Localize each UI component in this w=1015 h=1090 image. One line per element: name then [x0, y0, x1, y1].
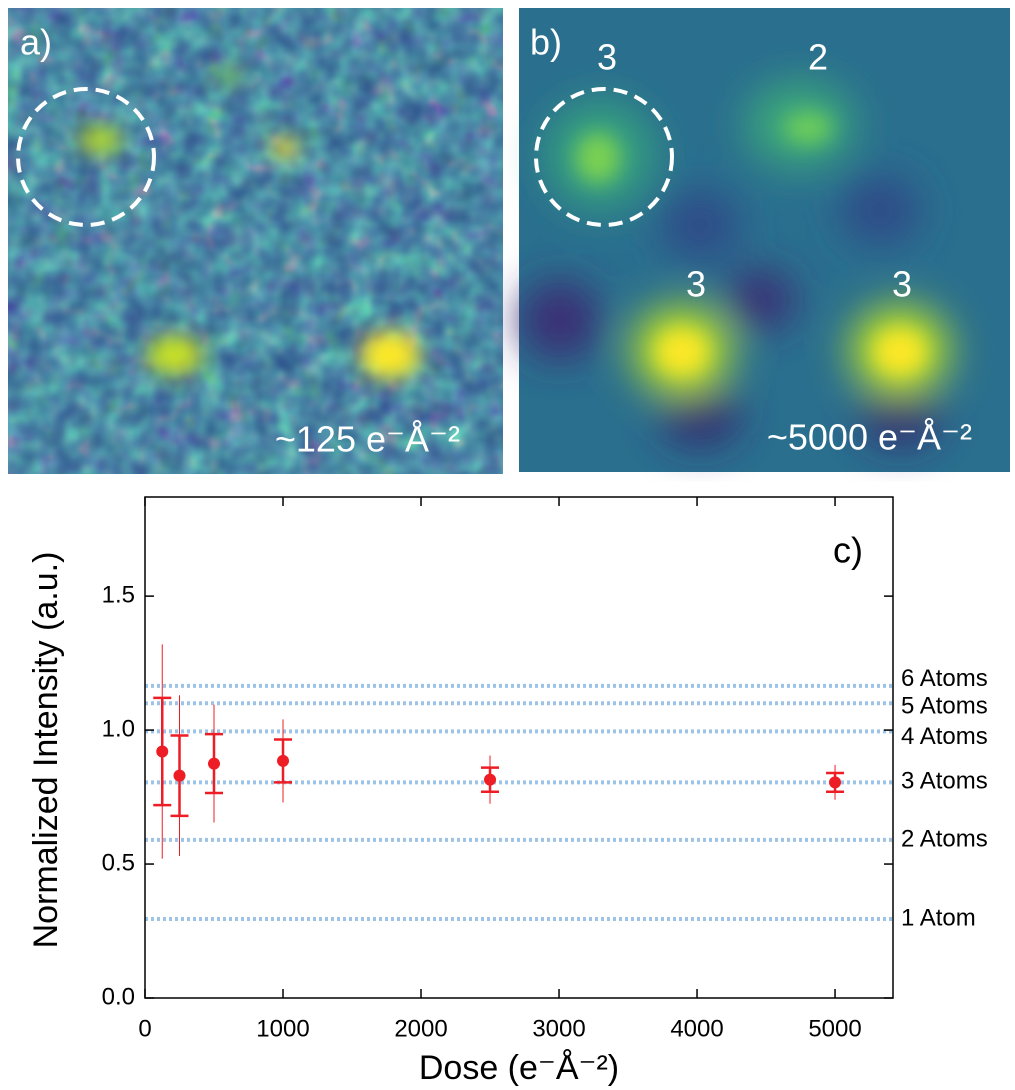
reference-label: 6 Atoms: [901, 665, 988, 692]
data-point: [277, 754, 290, 767]
image-b: [519, 8, 1010, 472]
data-point: [173, 769, 186, 782]
data-point: [208, 757, 221, 770]
plot: c) Dose (e⁻Å⁻²) Normalized Intensity (a.…: [27, 496, 988, 1087]
panel-a: a) ~125 e⁻Å⁻²: [8, 8, 503, 474]
reference-label: 5 Atoms: [901, 693, 988, 720]
atom-count: 3: [686, 264, 706, 305]
x-tick-label: 1000: [256, 1015, 309, 1042]
x-tick-label: 0: [138, 1015, 151, 1042]
x-tick-label: 4000: [670, 1015, 723, 1042]
x-tick-label: 3000: [532, 1015, 585, 1042]
dose-label: ~5000 e⁻Å⁻²: [767, 417, 972, 458]
image-b-blobs: [520, 80, 950, 445]
atom-count: 2: [808, 37, 828, 78]
reference-label: 4 Atoms: [901, 723, 988, 750]
y-axis-title: Normalized Intensity (a.u.): [27, 552, 65, 949]
reference-label: 1 Atom: [901, 904, 976, 931]
y-tick-label: 0.5: [102, 849, 135, 876]
dashed-circle: [16, 87, 156, 227]
plot-frame: [144, 496, 894, 999]
x-axis-title: Dose (e⁻Å⁻²): [419, 1049, 619, 1087]
panel-label: a): [20, 22, 52, 63]
reference-label: 3 Atoms: [901, 768, 988, 795]
y-tick-label: 0.0: [102, 983, 135, 1010]
data-point: [484, 773, 497, 786]
dashed-circle: [534, 87, 674, 227]
image-b-peaks: [576, 112, 925, 374]
reference-label: 2 Atoms: [901, 825, 988, 852]
panel-label: b): [530, 22, 562, 63]
panel-label: c): [833, 530, 863, 571]
x-tick-label: 5000: [808, 1015, 861, 1042]
atom-count: 3: [597, 37, 617, 78]
image-a-texture: [8, 8, 503, 474]
data-point: [829, 776, 842, 789]
y-tick-label: 1.5: [102, 581, 135, 608]
bright-spots: [78, 65, 420, 379]
dose-label: ~125 e⁻Å⁻²: [275, 419, 460, 460]
x-tick-label: 2000: [394, 1015, 447, 1042]
data-point: [156, 745, 169, 758]
y-tick-label: 1.0: [102, 715, 135, 742]
atom-count: 3: [892, 264, 912, 305]
panel-b: b) 3 2 3 3 ~5000 e⁻Å⁻²: [519, 8, 1010, 472]
